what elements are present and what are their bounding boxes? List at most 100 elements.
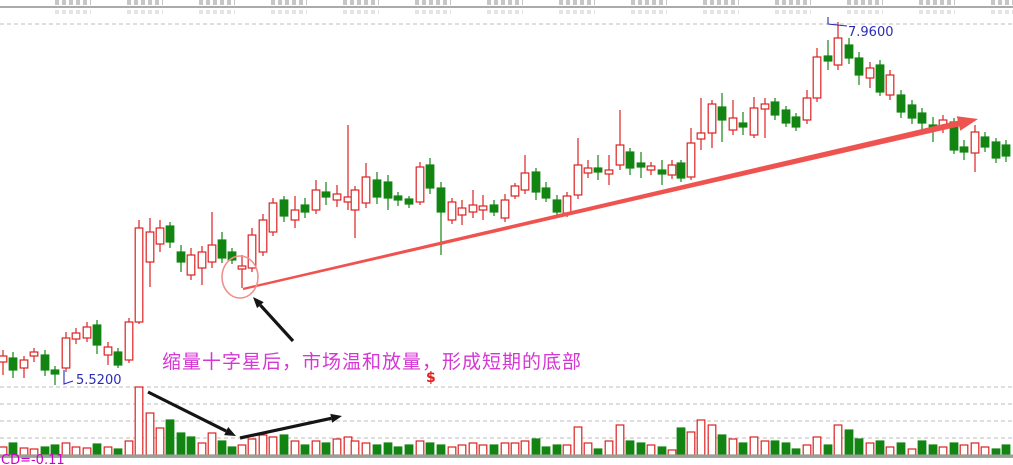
truncated-top-tick	[775, 0, 811, 5]
candle-body	[332, 193, 342, 201]
faint-top-tick	[559, 10, 595, 14]
volume-bar	[227, 446, 237, 456]
candle-body	[186, 254, 196, 276]
candle-body	[625, 151, 635, 169]
volume-bar	[176, 432, 186, 456]
volume-bar	[907, 448, 917, 456]
candle-body	[489, 204, 499, 213]
candle-body	[478, 205, 488, 211]
volume-bar	[707, 424, 717, 456]
candle-body	[82, 326, 92, 339]
candle-body	[833, 37, 843, 66]
volume-bar	[676, 427, 686, 456]
faint-top-tick	[847, 10, 883, 14]
black-arrow-shaft	[147, 390, 227, 433]
volume-bar	[197, 442, 207, 456]
volume-bar	[770, 440, 780, 456]
volume-bar	[844, 429, 854, 456]
candle-body	[970, 131, 980, 154]
volume-bar	[478, 444, 488, 456]
indicator-value-label: CD=-0.11	[1, 453, 65, 465]
candle-body	[646, 165, 656, 171]
candle-body	[552, 199, 562, 213]
volume-bar	[541, 446, 551, 456]
volume-bar	[372, 444, 382, 456]
candle-body	[92, 324, 102, 346]
volume-bar	[593, 448, 603, 456]
candle-body	[749, 107, 759, 136]
volume-bar	[510, 442, 520, 456]
top-divider-line	[0, 6, 1013, 8]
candle-body	[311, 189, 321, 211]
volume-bar	[155, 427, 165, 456]
volume-bar	[436, 444, 446, 456]
candle-body	[145, 231, 155, 263]
truncated-top-tick	[199, 0, 235, 5]
candle-body	[300, 204, 310, 213]
volume-bar	[383, 442, 393, 456]
candle-body	[290, 209, 300, 221]
candle-body	[321, 191, 331, 198]
faint-top-tick	[415, 10, 451, 14]
low-price-label: 5.5200	[76, 373, 122, 388]
volume-bar	[165, 419, 175, 456]
candle-body	[907, 104, 917, 119]
volume-bar	[489, 444, 499, 456]
candle-body	[593, 167, 603, 173]
candle-body	[781, 109, 791, 124]
candle-body	[268, 202, 278, 233]
truncated-top-tick	[847, 0, 883, 5]
faint-top-tick	[703, 10, 739, 14]
volume-bar	[917, 440, 927, 456]
candle-body	[103, 346, 113, 356]
candle-body	[258, 219, 268, 253]
candle-body	[393, 195, 403, 201]
candle-body	[40, 354, 50, 371]
faint-top-tick	[127, 10, 163, 14]
truncated-top-tick	[343, 0, 379, 5]
volume-bar	[134, 386, 144, 456]
faint-top-tick	[991, 10, 1013, 14]
volume-bar	[604, 440, 614, 456]
volume-bar	[258, 434, 268, 456]
faint-top-tick	[271, 10, 307, 14]
black-arrow-head	[224, 427, 236, 436]
volume-bar	[928, 444, 938, 456]
black-arrow-shaft	[259, 304, 295, 343]
volume-bar	[350, 440, 360, 456]
candle-body	[728, 117, 738, 131]
candle-body	[520, 172, 530, 191]
volume-bar	[802, 444, 812, 456]
candle-body	[8, 357, 18, 371]
candle-body	[176, 251, 186, 263]
volume-bar	[531, 438, 541, 456]
candle-body	[372, 179, 382, 198]
candle-body	[707, 103, 717, 134]
dollar-marker: $	[426, 370, 436, 386]
volume-bar	[812, 436, 822, 456]
volume-bar	[686, 431, 696, 456]
volume-bar	[738, 442, 748, 456]
candle-body	[686, 142, 696, 178]
volume-bar	[791, 448, 801, 456]
candle-body	[247, 234, 257, 269]
faint-top-tick	[55, 10, 91, 14]
volume-bar	[500, 442, 510, 456]
volume-bar	[823, 444, 833, 456]
low-label-leader	[63, 370, 74, 385]
candle-body	[823, 55, 833, 62]
volume-bar	[636, 442, 646, 456]
volume-bar	[103, 446, 113, 456]
truncated-top-tick	[703, 0, 739, 5]
volume-bar	[696, 419, 706, 456]
volume-bar	[949, 442, 959, 456]
candle-body	[812, 56, 822, 99]
candle-body	[562, 195, 572, 214]
truncated-top-tick	[991, 0, 1013, 5]
volume-bar	[573, 426, 583, 456]
candle-body	[541, 187, 551, 199]
volume-bar	[145, 412, 155, 456]
volume-bar	[552, 444, 562, 456]
volume-bar	[875, 440, 885, 456]
candle-body	[457, 207, 467, 216]
